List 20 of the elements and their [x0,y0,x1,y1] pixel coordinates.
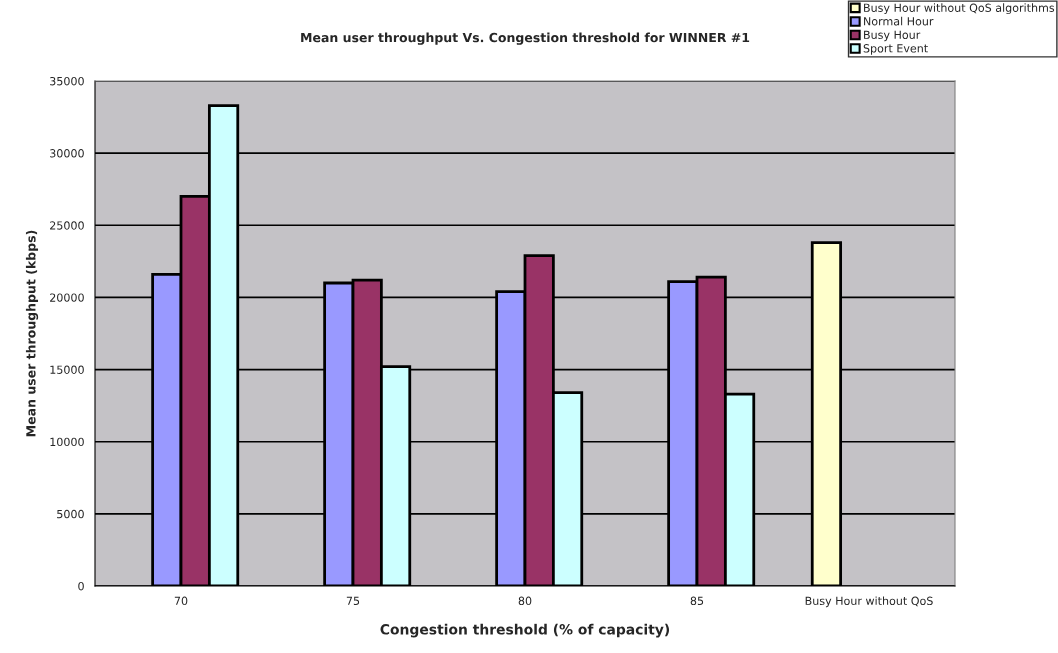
y-tick-label: 0 [78,581,84,591]
y-axis-title: Mean user throughput (kbps) [25,230,39,437]
legend-label: Busy Hour without QoS algorithms [864,3,1055,15]
legend-label: Busy Hour [864,30,921,42]
y-tick-label: 20000 [50,293,84,302]
x-tick-label: Busy Hour without QoS [805,596,933,608]
x-tick-label: 75 [346,596,360,606]
y-tick-label: 10000 [50,437,84,447]
legend-label: Sport Event [863,44,928,55]
y-tick-label: 25000 [50,221,84,230]
x-tick-label: 80 [518,596,532,606]
x-axis-title: Congestion threshold (% of capacity) [380,623,670,638]
y-tick-label: 15000 [50,365,84,374]
y-tick-label: 5000 [57,509,84,519]
legend-label: Normal Hour [864,16,934,26]
chart-title: Mean user throughput Vs. Congestion threshold for WINNER #1 [301,32,750,45]
y-tick-label: 30000 [50,149,84,158]
x-tick-label: 85 [690,596,704,606]
y-tick-label: 35000 [50,76,84,86]
x-tick-label: 70 [174,596,188,606]
